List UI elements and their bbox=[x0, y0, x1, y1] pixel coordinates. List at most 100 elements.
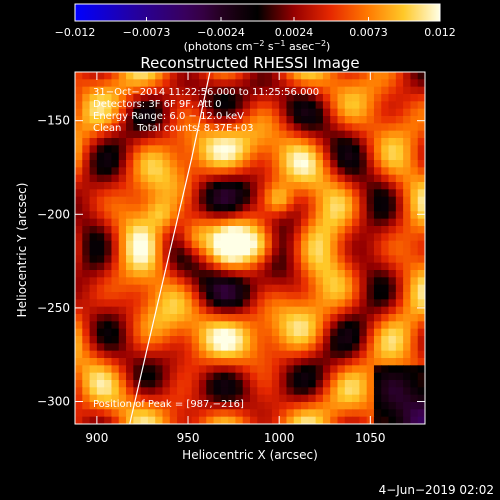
heatmap-cell bbox=[315, 189, 324, 198]
heatmap-cell bbox=[381, 86, 390, 95]
heatmap-cell bbox=[417, 416, 425, 424]
heatmap-cell bbox=[191, 380, 200, 388]
heatmap-cell bbox=[169, 86, 178, 95]
heatmap-cell bbox=[388, 306, 397, 315]
heatmap-cell bbox=[359, 314, 368, 322]
heatmap-cell bbox=[177, 160, 185, 168]
heatmap-cell bbox=[257, 79, 266, 88]
heatmap-cell bbox=[96, 394, 105, 403]
colorbar-tick-label: 0.0024 bbox=[275, 26, 314, 39]
heatmap-cell bbox=[228, 270, 236, 278]
heatmap-cell bbox=[104, 343, 112, 352]
heatmap-cell bbox=[213, 174, 222, 183]
heatmap-cell bbox=[308, 233, 317, 242]
heatmap-cell bbox=[330, 152, 338, 161]
heatmap-cell bbox=[220, 358, 229, 366]
heatmap-cell bbox=[257, 372, 266, 381]
heatmap-cell bbox=[162, 160, 171, 168]
heatmap-cell bbox=[162, 79, 171, 88]
heatmap-cell bbox=[352, 79, 360, 88]
heatmap-cell bbox=[75, 108, 83, 117]
heatmap-cell bbox=[366, 204, 375, 212]
heatmap-cell bbox=[147, 196, 156, 205]
heatmap-cell bbox=[417, 380, 425, 388]
heatmap-cell bbox=[118, 292, 127, 300]
heatmap-cell bbox=[198, 372, 207, 381]
heatmap-cell bbox=[308, 336, 317, 344]
heatmap-cell bbox=[147, 292, 156, 300]
heatmap-cell bbox=[337, 211, 346, 220]
heatmap-cell bbox=[344, 277, 353, 286]
heatmap-cell bbox=[220, 387, 229, 396]
heatmap-cell bbox=[82, 101, 91, 110]
heatmap-cell bbox=[403, 262, 411, 271]
heatmap-cell bbox=[301, 160, 309, 168]
heatmap-cell bbox=[126, 380, 134, 388]
heatmap-cell bbox=[213, 108, 222, 117]
heatmap-cell bbox=[206, 174, 215, 183]
heatmap-cell bbox=[133, 336, 142, 344]
heatmap-cell bbox=[301, 365, 309, 374]
heatmap-cell bbox=[147, 409, 156, 418]
heatmap-cell bbox=[162, 409, 171, 418]
heatmap-cell bbox=[395, 182, 404, 190]
heatmap-cell bbox=[126, 226, 134, 234]
heatmap-cell bbox=[301, 358, 309, 366]
heatmap-cell bbox=[301, 248, 309, 256]
heatmap-cell bbox=[220, 94, 229, 102]
heatmap-cell bbox=[155, 328, 163, 337]
heatmap-cell bbox=[250, 299, 258, 308]
heatmap-cell bbox=[264, 174, 273, 183]
heatmap-cell bbox=[140, 211, 149, 220]
heatmap-cell bbox=[257, 262, 266, 271]
heatmap-cell bbox=[140, 372, 149, 381]
heatmap-cell bbox=[82, 299, 91, 308]
heatmap-cell bbox=[315, 343, 324, 352]
heatmap-cell bbox=[257, 358, 266, 366]
heatmap-cell bbox=[155, 277, 163, 286]
heatmap-cell bbox=[82, 387, 91, 396]
heatmap-cell bbox=[264, 218, 273, 227]
heatmap-cell bbox=[366, 196, 375, 205]
heatmap-cell bbox=[242, 79, 251, 88]
heatmap-cell bbox=[403, 145, 411, 154]
heatmap-cell bbox=[257, 152, 266, 161]
heatmap-cell bbox=[206, 262, 215, 271]
heatmap-cell bbox=[75, 292, 83, 300]
heatmap-cell bbox=[403, 182, 411, 190]
heatmap-cell bbox=[184, 123, 193, 132]
heatmap-cell bbox=[352, 262, 360, 271]
heatmap-cell bbox=[104, 262, 112, 271]
heatmap-cell bbox=[308, 380, 317, 388]
heatmap-cell bbox=[417, 292, 425, 300]
heatmap-cell bbox=[271, 130, 280, 139]
heatmap-cell bbox=[410, 394, 419, 403]
heatmap-cell bbox=[133, 380, 142, 388]
heatmap-cell bbox=[388, 387, 397, 396]
heatmap-cell bbox=[286, 284, 295, 293]
heatmap-cell bbox=[96, 255, 105, 264]
heatmap-cell bbox=[133, 130, 142, 139]
heatmap-cell bbox=[191, 314, 200, 322]
heatmap-cell bbox=[89, 196, 98, 205]
heatmap-cell bbox=[184, 277, 193, 286]
heatmap-cell bbox=[155, 336, 163, 344]
heatmap-cell bbox=[279, 306, 287, 315]
heatmap-cell bbox=[162, 101, 171, 110]
heatmap-cell bbox=[352, 218, 360, 227]
heatmap-cell bbox=[410, 116, 419, 124]
heatmap-cell bbox=[206, 211, 215, 220]
heatmap-cell bbox=[250, 350, 258, 359]
heatmap-cell bbox=[359, 299, 368, 308]
heatmap-cell bbox=[322, 292, 331, 300]
heatmap-cell bbox=[155, 358, 163, 366]
heatmap-cell bbox=[82, 79, 91, 88]
heatmap-cell bbox=[417, 409, 425, 418]
heatmap-cell bbox=[96, 336, 105, 344]
heatmap-cell bbox=[169, 174, 178, 183]
heatmap-cell bbox=[417, 130, 425, 139]
heatmap-cell bbox=[301, 101, 309, 110]
heatmap-cell bbox=[177, 372, 185, 381]
heatmap-cell bbox=[140, 402, 149, 410]
heatmap-cell bbox=[82, 284, 91, 293]
